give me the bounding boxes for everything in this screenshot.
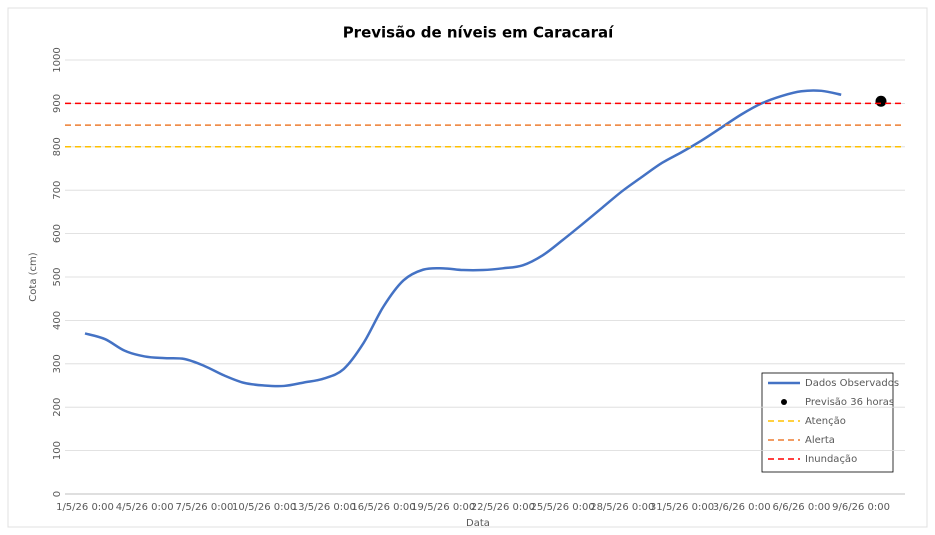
- data-line: [84, 89, 842, 388]
- x-tick-label: 4/5/26 0:00: [116, 502, 174, 513]
- x-tick-label: 7/5/26 0:00: [175, 502, 233, 513]
- x-tick-label: 25/5/26 0:00: [531, 502, 595, 513]
- x-tick-label: 3/6/26 0:00: [713, 502, 771, 513]
- legend-label: Alerta: [805, 435, 835, 446]
- legend-label: Inundação: [805, 454, 857, 465]
- x-tick-label: 6/6/26 0:00: [772, 502, 830, 513]
- x-tick-label: 10/5/26 0:00: [232, 502, 296, 513]
- x-tick-label: 16/5/26 0:00: [351, 502, 415, 513]
- y-tick-label: 800: [52, 137, 63, 156]
- y-tick-label: 0: [52, 491, 63, 497]
- y-tick-label: 1000: [52, 47, 63, 72]
- y-tick-label: 300: [52, 354, 63, 373]
- y-tick-label: 600: [52, 224, 63, 243]
- legend-label: Previsão 36 horas: [805, 397, 894, 408]
- chart-title: Previsão de níveis em Caracaraí: [343, 24, 614, 42]
- legend-label: Dados Observados: [805, 378, 899, 389]
- y-tick-label: 900: [52, 94, 63, 113]
- x-tick-label: 1/5/26 0:00: [56, 502, 114, 513]
- x-tick-label: 22/5/26 0:00: [471, 502, 535, 513]
- x-tick-label: 28/5/26 0:00: [590, 502, 654, 513]
- x-tick-label: 31/5/26 0:00: [650, 502, 714, 513]
- y-tick-label: 400: [52, 311, 63, 330]
- y-tick-label: 500: [52, 267, 63, 286]
- y-tick-label: 100: [52, 441, 63, 460]
- x-tick-label: 13/5/26 0:00: [292, 502, 356, 513]
- y-axis-label: Cota (cm): [28, 252, 39, 301]
- x-axis-label: Data: [466, 518, 490, 529]
- legend-box: [761, 372, 894, 473]
- y-tick-label: 200: [52, 398, 63, 417]
- x-tick-label: 19/5/26 0:00: [411, 502, 475, 513]
- legend-swatch: [781, 399, 787, 405]
- y-tick-label: 700: [52, 181, 63, 200]
- x-tick-label: 9/6/26 0:00: [832, 502, 890, 513]
- legend-label: Atenção: [805, 416, 846, 427]
- forecast-point: [875, 95, 887, 107]
